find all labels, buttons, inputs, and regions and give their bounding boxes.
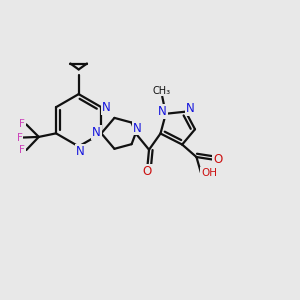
- Text: N: N: [92, 126, 100, 139]
- Text: N: N: [186, 102, 194, 115]
- Text: CH₃: CH₃: [153, 85, 171, 96]
- Text: OH: OH: [201, 168, 217, 178]
- Text: N: N: [133, 122, 142, 134]
- Text: N: N: [76, 145, 85, 158]
- Text: F: F: [16, 133, 22, 142]
- Text: N: N: [158, 105, 167, 118]
- Text: F: F: [20, 145, 26, 155]
- Text: O: O: [213, 153, 223, 166]
- Text: F: F: [20, 119, 26, 129]
- Text: N: N: [102, 101, 111, 114]
- Text: O: O: [142, 165, 152, 178]
